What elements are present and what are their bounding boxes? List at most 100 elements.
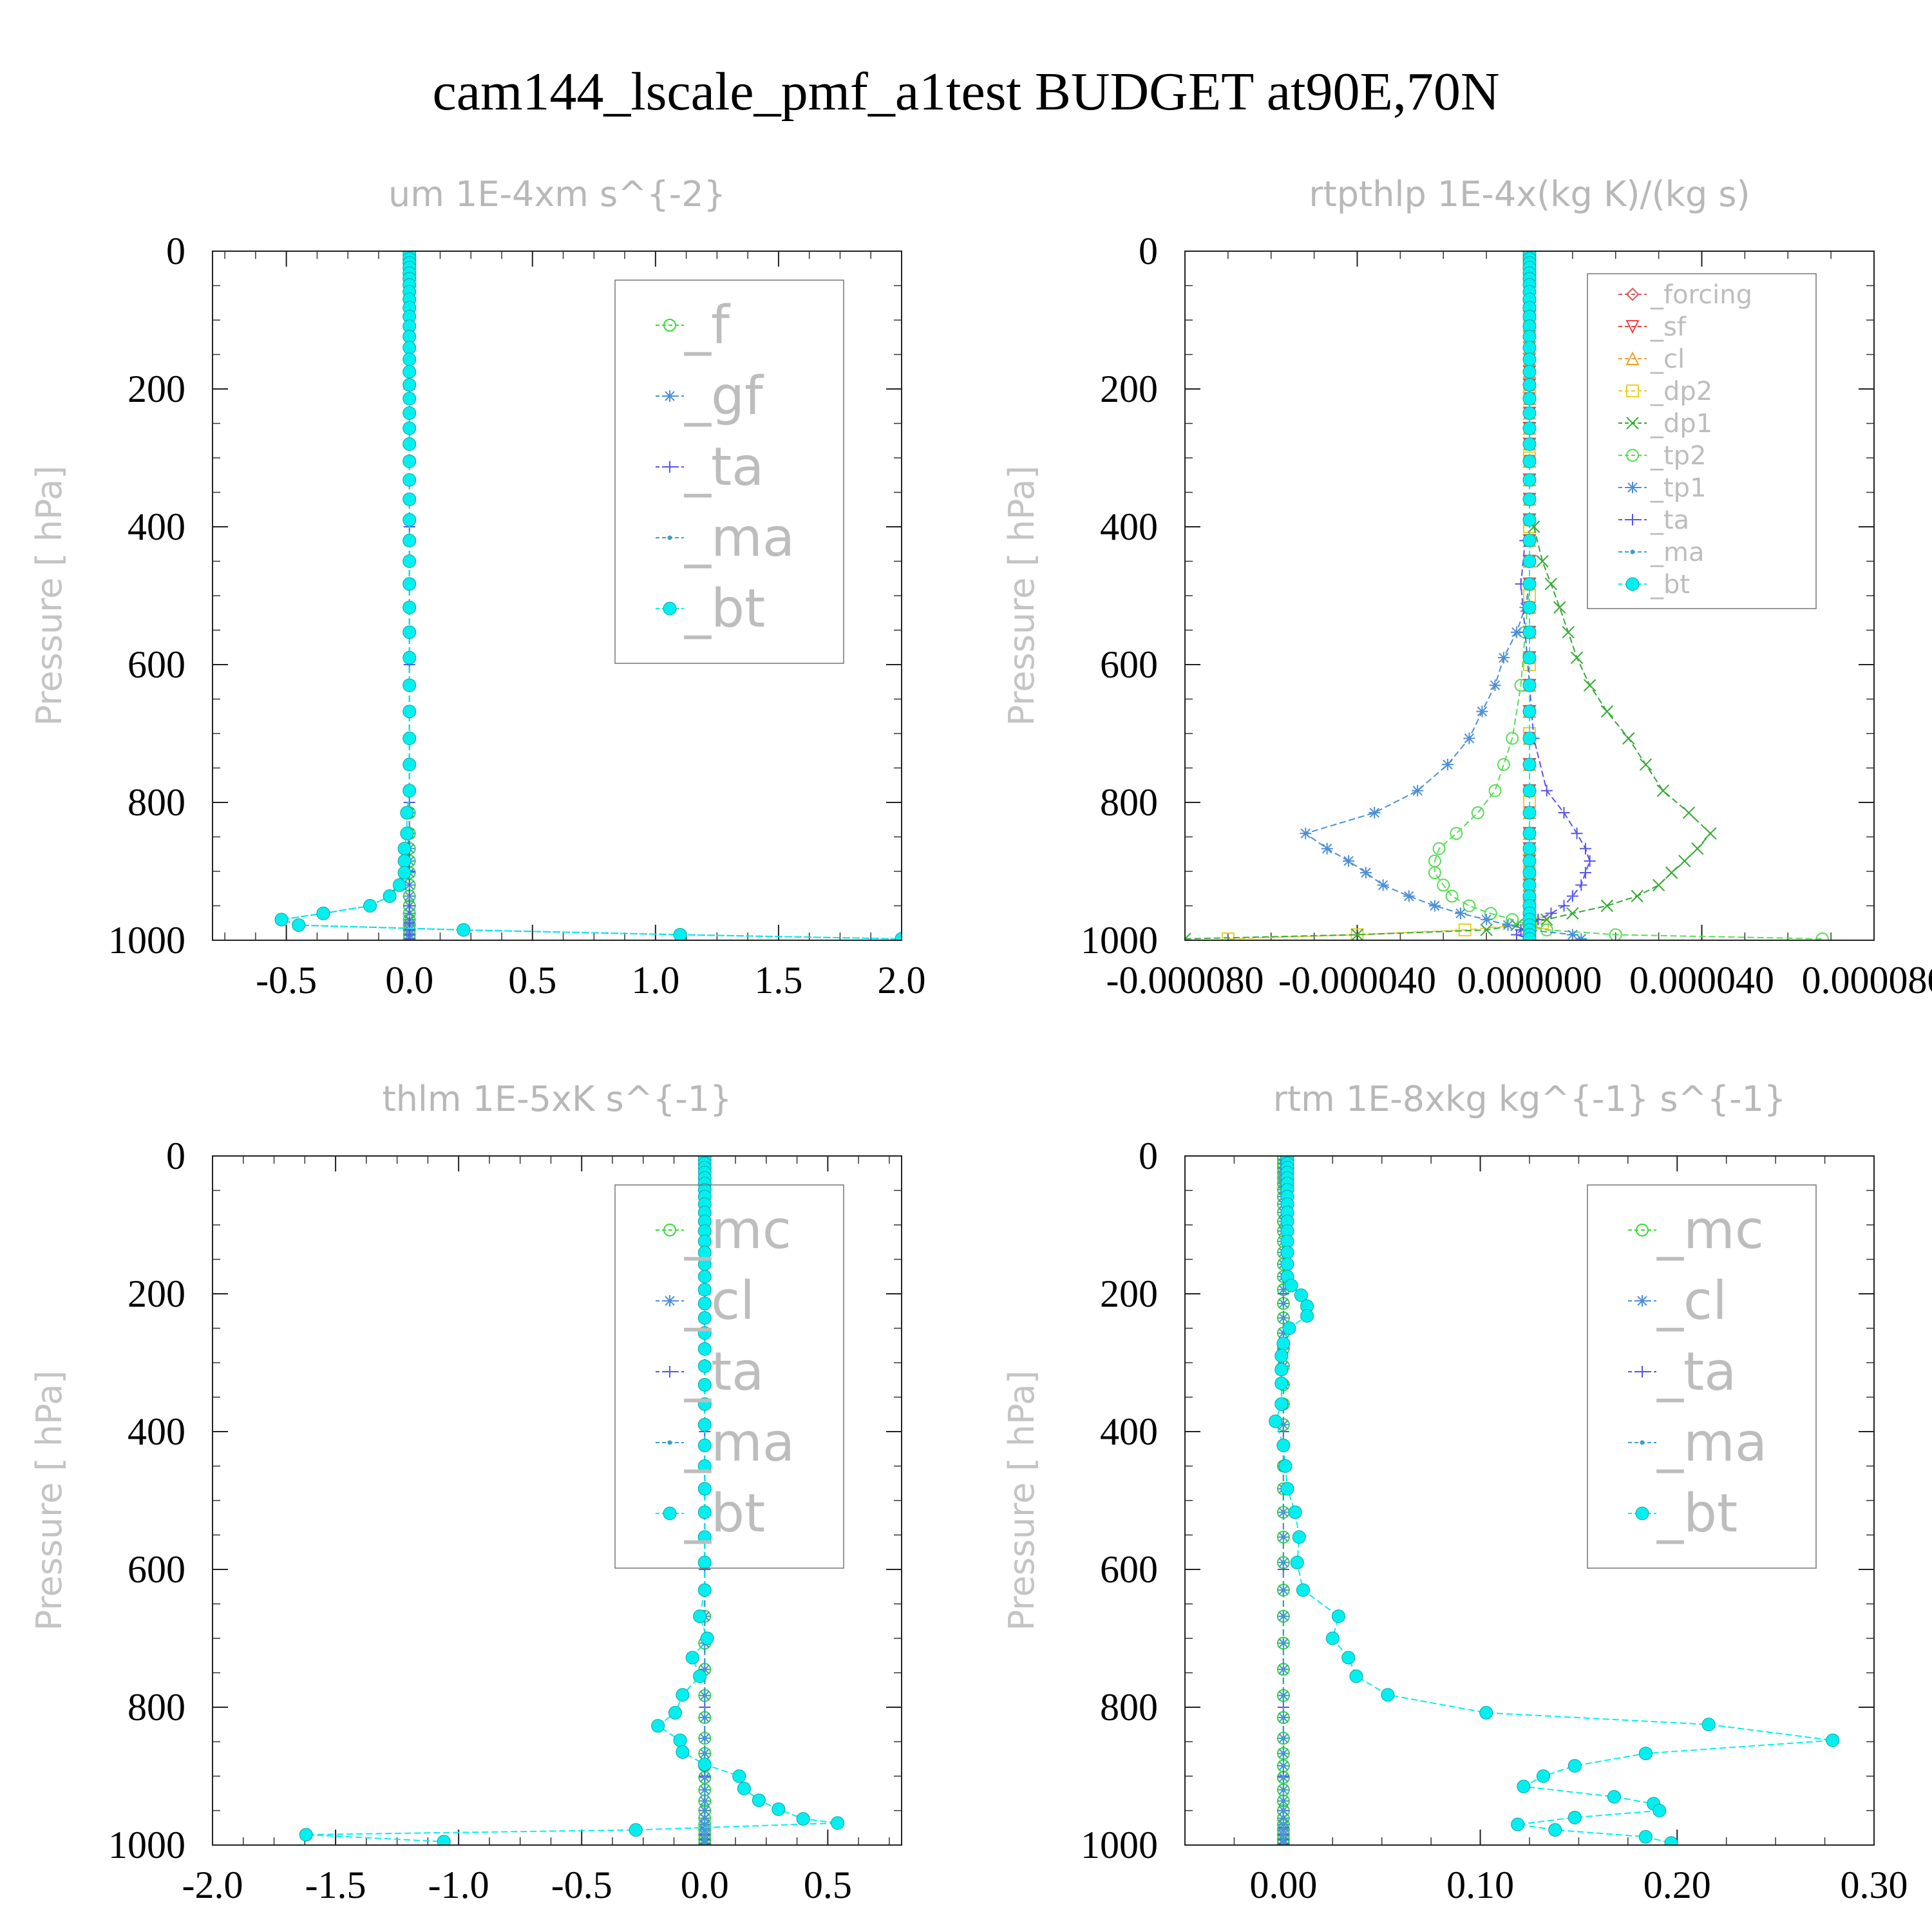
data-point-dp1 xyxy=(1185,933,1191,940)
data-point-dp1 xyxy=(1566,907,1579,920)
data-point-bt xyxy=(1296,1583,1310,1597)
data-point-dp2 xyxy=(1221,932,1235,940)
data-point-bt xyxy=(737,1781,751,1795)
data-point-tp1 xyxy=(1455,907,1466,920)
data-point-tp2 xyxy=(1540,923,1553,936)
data-point-bt xyxy=(397,842,412,856)
x-tick-label: 1.5 xyxy=(754,959,802,1001)
data-point-bt xyxy=(1522,705,1537,719)
data-point-ta xyxy=(1571,828,1583,840)
data-point-bt xyxy=(1274,1397,1289,1411)
panel-title: rtpthlp 1E-4x(kg K)/(kg s) xyxy=(1309,174,1750,214)
data-point-bt xyxy=(402,352,417,366)
chart-panel-rtpthlp: rtpthlp 1E-4x(kg K)/(kg s) Pressure [ hPa… xyxy=(1001,174,1932,1001)
data-point-bt xyxy=(1274,1349,1289,1363)
legend-marker-ma xyxy=(1630,549,1635,554)
data-point-bt xyxy=(402,421,417,435)
y-tick-label: 400 xyxy=(1100,506,1158,548)
data-point-bt xyxy=(402,378,417,392)
data-point-tp1 xyxy=(1489,679,1501,692)
data-point-bt xyxy=(400,826,414,840)
data-point-bt xyxy=(402,600,417,614)
legend-marker-dp1 xyxy=(1626,417,1639,430)
data-point-bt xyxy=(392,878,406,892)
series-line-dp2 xyxy=(1227,251,1544,940)
figure-title: cam144_lscale_pmf_a1test BUDGET at90E,70… xyxy=(432,62,1499,122)
y-tick-label: 600 xyxy=(128,643,185,686)
y-tick-label: 400 xyxy=(1100,1410,1158,1453)
data-point-bt xyxy=(1341,1651,1356,1665)
x-tick-label: 0.10 xyxy=(1446,1864,1514,1906)
legend-marker-cl xyxy=(1636,1295,1648,1307)
legend-label-cl: _cl xyxy=(1650,345,1685,374)
y-tick-label: 600 xyxy=(1100,643,1158,686)
data-point-ma xyxy=(1281,1751,1286,1756)
legend-label-sf: _sf xyxy=(1650,312,1687,342)
data-point-bt xyxy=(402,437,417,451)
data-point-bt xyxy=(1522,406,1537,420)
legend-marker-bt xyxy=(1625,577,1640,591)
x-tick-label: -0.000080 xyxy=(1106,959,1264,1001)
data-point-bt xyxy=(402,513,417,527)
data-point-tp1 xyxy=(1343,855,1355,867)
data-point-bt xyxy=(437,1835,451,1845)
data-point-bt xyxy=(697,1296,712,1311)
legend-marker-mc xyxy=(1636,1224,1649,1236)
data-point-ma xyxy=(1281,1822,1286,1827)
data-point-bt xyxy=(402,533,417,547)
data-point-dp1 xyxy=(1583,679,1596,692)
data-point-tp2 xyxy=(1506,732,1519,745)
y-tick-label: 0 xyxy=(166,230,185,272)
data-point-dp1 xyxy=(1600,899,1614,913)
data-point-ma xyxy=(702,1715,707,1720)
y-axis-label: Pressure [ hPa] xyxy=(1001,1370,1042,1631)
legend-label-ma: _ma xyxy=(684,1412,795,1473)
y-tick-label: 400 xyxy=(128,506,185,548)
data-point-bt xyxy=(292,918,306,932)
data-point-bt xyxy=(1276,1336,1291,1350)
legend-label-ta: _ta xyxy=(684,1341,764,1403)
data-point-bt xyxy=(700,1631,714,1645)
data-point-tp2 xyxy=(1437,878,1450,892)
data-point-bt xyxy=(1522,341,1537,355)
data-point-ta xyxy=(1540,784,1553,797)
data-point-bt xyxy=(697,1359,712,1373)
series-layer xyxy=(1185,251,1829,940)
data-point-bt xyxy=(402,577,417,591)
data-point-tp2 xyxy=(1432,842,1446,855)
data-point-bt xyxy=(676,1688,690,1702)
y-tick-label: 1000 xyxy=(108,919,185,961)
y-axis-label: Pressure [ hPa] xyxy=(29,1370,70,1631)
x-tick-label: -0.5 xyxy=(256,959,317,1001)
data-point-dp1 xyxy=(1691,842,1704,855)
legend-label-forcing: _forcing xyxy=(1650,280,1752,310)
y-tick-label: 1000 xyxy=(108,1824,185,1866)
data-point-bt xyxy=(831,1816,845,1830)
data-point-bt xyxy=(402,650,417,665)
data-point-bt xyxy=(1282,1321,1296,1335)
data-point-bt xyxy=(629,1823,643,1837)
data-point-ma xyxy=(1281,1832,1286,1837)
x-tick-label: 0.00 xyxy=(1249,1864,1317,1906)
data-point-bt xyxy=(1522,392,1537,406)
data-point-bt xyxy=(1522,473,1537,487)
x-tick-label: 0.000040 xyxy=(1629,959,1774,1001)
data-point-tp1 xyxy=(1575,933,1587,940)
data-point-bt xyxy=(402,757,417,772)
data-point-bt xyxy=(673,927,687,940)
data-point-ma xyxy=(1281,1640,1286,1645)
data-point-ma xyxy=(1281,1535,1286,1540)
data-point-bt xyxy=(1522,757,1537,772)
data-point-bt xyxy=(697,1378,712,1392)
panel-title: thlm 1E-5xK s^{-1} xyxy=(383,1079,732,1119)
data-point-bt xyxy=(1522,600,1537,614)
data-point-bt xyxy=(752,1793,766,1807)
legend-marker-bt xyxy=(1635,1506,1649,1520)
data-point-ta xyxy=(1575,879,1587,891)
data-point-dp1 xyxy=(1652,878,1665,892)
data-point-ma xyxy=(702,1775,707,1780)
legend-marker-gf xyxy=(664,390,676,402)
legend-label-mc: _mc xyxy=(684,1200,791,1261)
data-point-tp1 xyxy=(1497,652,1510,664)
data-point-bt xyxy=(1381,1688,1395,1702)
